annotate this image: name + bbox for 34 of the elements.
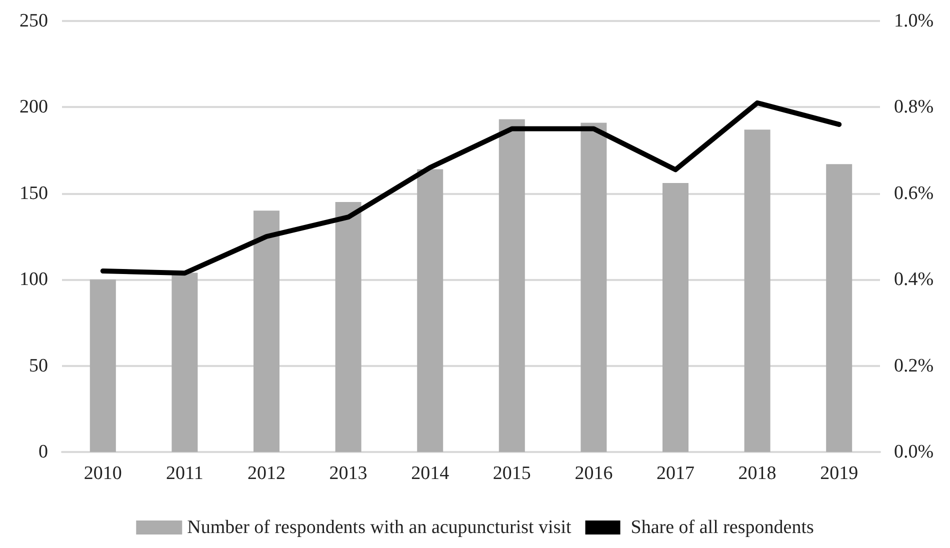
- x-tick-label: 2016: [574, 463, 613, 484]
- x-tick-label: 2014: [411, 463, 450, 484]
- bar: [417, 169, 444, 452]
- y-tick-label: 0: [38, 442, 48, 462]
- x-tick-label: 2010: [84, 463, 122, 484]
- y-tick-label: 150: [20, 182, 48, 204]
- bar: [662, 183, 688, 452]
- x-tick-label: 2015: [492, 463, 531, 484]
- bar: [498, 119, 525, 452]
- bar: [254, 210, 280, 452]
- x-tick-label: 2018: [738, 463, 776, 484]
- bar: [826, 164, 852, 452]
- y2-tick-label: 0.6%: [894, 182, 934, 204]
- y-tick-label: 100: [20, 269, 48, 290]
- x-tick-label: 2019: [820, 463, 858, 484]
- x-tick-label: 2017: [656, 463, 694, 484]
- bar: [580, 122, 607, 452]
- bar: [90, 280, 116, 452]
- y2-tick-label: 1.0%: [894, 10, 934, 32]
- y-tick-label: 50: [29, 355, 48, 376]
- bar: [335, 202, 362, 452]
- y2-tick-label: 0.8%: [894, 96, 934, 118]
- y2-tick-label: 0.2%: [894, 355, 934, 376]
- legend-label: Number of respondents with an acupuncturist visit: [187, 517, 572, 538]
- x-tick-label: 2011: [166, 463, 204, 484]
- x-tick-label: 2012: [248, 463, 286, 484]
- y2-tick-label: 0.0%: [894, 442, 934, 462]
- legend-label: Share of all respondents: [630, 517, 814, 538]
- bar: [744, 130, 770, 452]
- y-tick-label: 200: [20, 96, 48, 118]
- bar: [172, 272, 198, 452]
- x-tick-label: 2013: [329, 463, 368, 484]
- y-tick-label: 250: [20, 10, 48, 32]
- y2-tick-label: 0.4%: [894, 269, 934, 290]
